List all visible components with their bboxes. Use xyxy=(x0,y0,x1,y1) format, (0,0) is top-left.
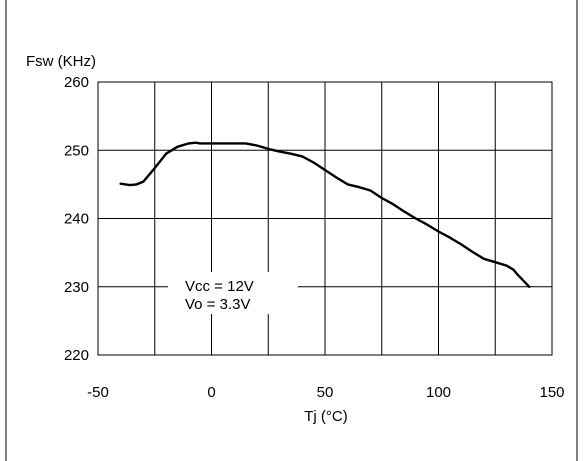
annotation-vcc: Vcc = 12V xyxy=(185,278,254,295)
y-tick-label: 250 xyxy=(64,142,89,159)
series-line-fsw xyxy=(119,141,531,288)
x-tick-label: 100 xyxy=(426,384,451,401)
x-tick-label: 0 xyxy=(207,384,215,401)
plot-area xyxy=(97,81,553,356)
y-tick-label: 240 xyxy=(64,211,89,228)
y-tick-label: 260 xyxy=(64,74,89,91)
y-tick-label: 220 xyxy=(64,347,89,364)
x-tick-label: -50 xyxy=(87,384,109,401)
y-tick-label: 230 xyxy=(64,279,89,296)
annotation-vo: Vo = 3.3V xyxy=(185,296,250,313)
y-tick-labels: 220 230 240 250 260 xyxy=(64,74,89,364)
y-axis-label: Fsw (KHz) xyxy=(26,53,96,70)
x-tick-label: 150 xyxy=(539,384,564,401)
grid-lines xyxy=(98,82,552,355)
x-tick-labels: -50 0 50 100 150 xyxy=(87,384,564,401)
annotation-box xyxy=(168,272,298,314)
x-tick-label: 50 xyxy=(317,384,334,401)
x-axis-label: Tj (°C) xyxy=(304,408,347,425)
